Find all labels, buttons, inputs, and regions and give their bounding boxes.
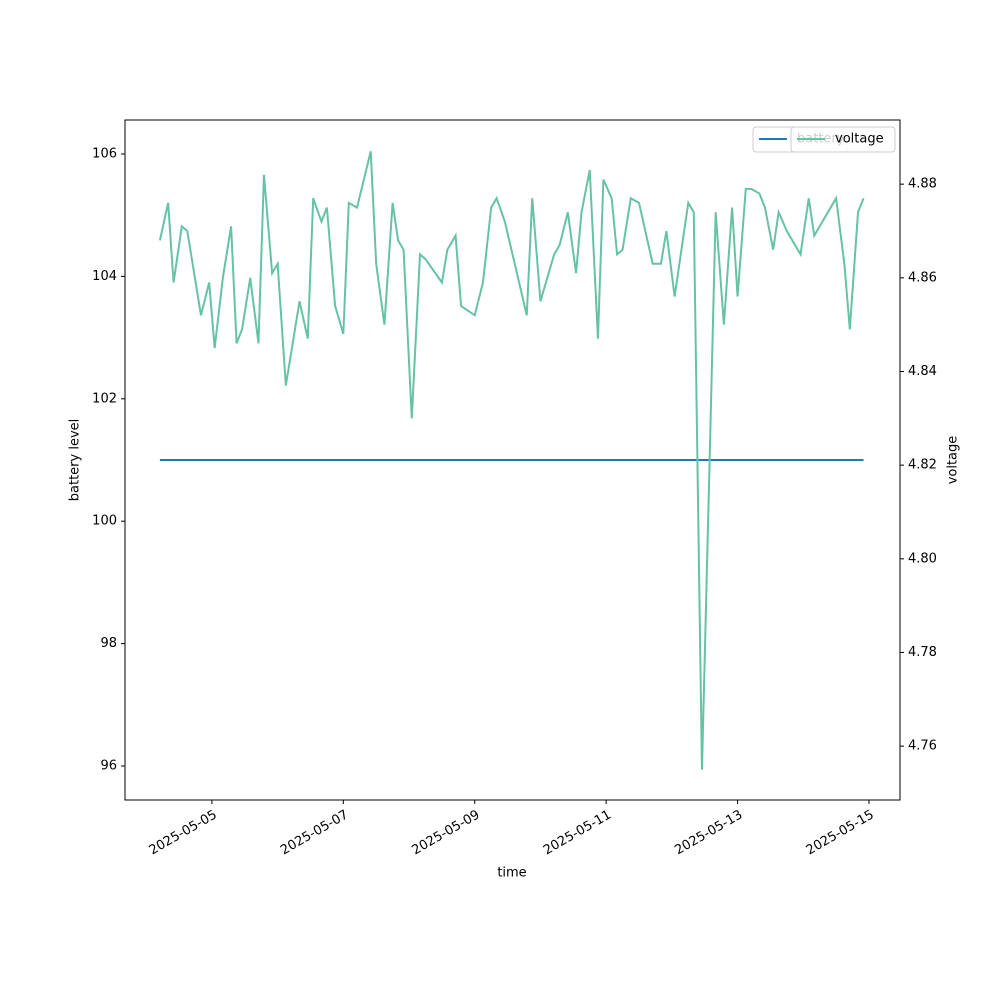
- y-axis-label: battery level: [68, 419, 83, 502]
- y-tick-label: 102: [92, 391, 117, 406]
- legend: voltage: [790, 126, 896, 153]
- y2-axis-label: voltage: [946, 436, 961, 485]
- series-line: [158, 151, 865, 770]
- y2-tick-label: 4.84: [908, 364, 937, 379]
- y2-tick-label: 4.76: [908, 739, 937, 754]
- y2-tick-label: 4.86: [908, 270, 937, 285]
- y-tick-label: 98: [100, 636, 117, 651]
- legend-label: voltage: [835, 132, 884, 147]
- y-tick-label: 104: [92, 269, 117, 284]
- legend-box: [790, 126, 896, 153]
- y-tick-label: 106: [92, 147, 117, 162]
- plot-frame: [124, 119, 901, 801]
- y-tick-label: 100: [92, 514, 117, 529]
- y-tick-label: 96: [100, 758, 117, 773]
- y2-tick-label: 4.80: [908, 551, 937, 566]
- y2-tick-label: 4.82: [908, 458, 937, 473]
- y2-tick-label: 4.88: [908, 177, 937, 192]
- x-axis-label: time: [497, 866, 526, 881]
- y2-tick-label: 4.78: [908, 645, 937, 660]
